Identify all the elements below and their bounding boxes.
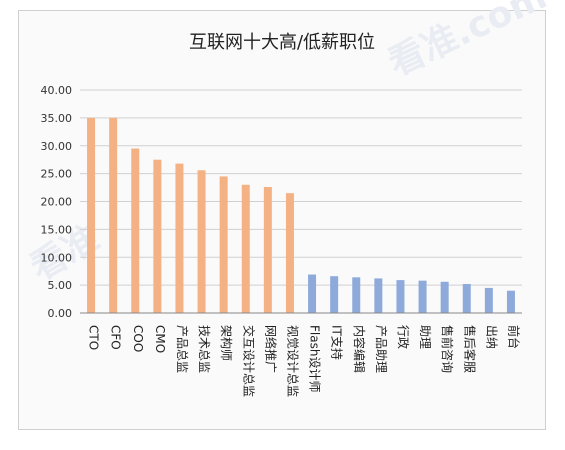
bar-0 (87, 117, 96, 313)
bar-14 (396, 280, 405, 313)
x-axis-labels: CTO CFO COO CMO 产品总监 技术总监 架构师 交互设计总监 网络推广 视觉设计总监 F… (87, 325, 522, 397)
bar-1 (109, 117, 118, 313)
bar-10 (308, 274, 317, 313)
x-category-label: 内容编辑 (352, 325, 367, 373)
x-category-label: 行政 (396, 325, 410, 349)
y-tick-label: 25.00 (41, 168, 73, 181)
x-category-label: CMO (153, 325, 167, 353)
chart-title: 互联网十大高/低薪职位 (189, 32, 375, 53)
bar-6 (219, 176, 228, 313)
y-tick-label: 5.00 (48, 279, 73, 292)
y-tick-label: 15.00 (41, 223, 73, 236)
x-category-label: 网络推广 (263, 325, 278, 373)
bar-2 (131, 148, 140, 313)
bar-15 (418, 280, 427, 313)
x-category-label: 售后客服 (462, 325, 477, 373)
bar-9 (285, 193, 294, 313)
bar-17 (462, 284, 471, 313)
x-category-label: 视觉设计总监 (285, 325, 300, 397)
bar-8 (263, 187, 272, 313)
grid-layer (80, 89, 522, 314)
bar-13 (374, 278, 383, 313)
x-category-label: IT支持 (330, 325, 345, 360)
x-category-label: 交互设计总监 (241, 325, 256, 397)
x-category-label: 架构师 (219, 325, 234, 361)
x-category-label: Flash设计师 (308, 325, 322, 392)
y-tick-label: 40.00 (41, 84, 73, 97)
bar-11 (330, 276, 339, 313)
y-tick-label: 35.00 (41, 112, 73, 125)
x-category-label: 前台 (506, 325, 521, 349)
x-category-label: 产品总监 (175, 325, 189, 373)
x-category-label: 技术总监 (197, 325, 211, 373)
x-category-label: CFO (109, 325, 123, 350)
bar-7 (241, 184, 250, 313)
x-category-label: 出纳 (484, 325, 498, 349)
x-category-label: COO (131, 325, 145, 352)
y-tick-label: 30.00 (41, 140, 73, 153)
bar-series (87, 117, 515, 313)
watermark-logo-url: 看准.com (382, 0, 553, 85)
x-category-label: 售前咨询 (440, 325, 455, 373)
bar-18 (484, 287, 493, 313)
x-category-label: CTO (87, 325, 101, 350)
bar-4 (175, 163, 184, 313)
y-tick-label: 10.00 (41, 251, 73, 264)
chart-frame (18, 10, 546, 430)
y-tick-label: 0.00 (48, 307, 73, 320)
x-category-label: 产品助理 (374, 325, 388, 373)
y-axis-ticks: 0.00 5.00 10.00 15.00 20.00 25.00 30.00 35.00 40… (41, 84, 73, 320)
bar-16 (440, 281, 449, 313)
bar-12 (352, 277, 361, 313)
y-tick-label: 20.00 (41, 196, 73, 209)
bar-5 (197, 170, 206, 313)
bar-19 (506, 290, 515, 313)
x-category-label: 助理 (418, 325, 432, 349)
bar-3 (153, 159, 162, 313)
